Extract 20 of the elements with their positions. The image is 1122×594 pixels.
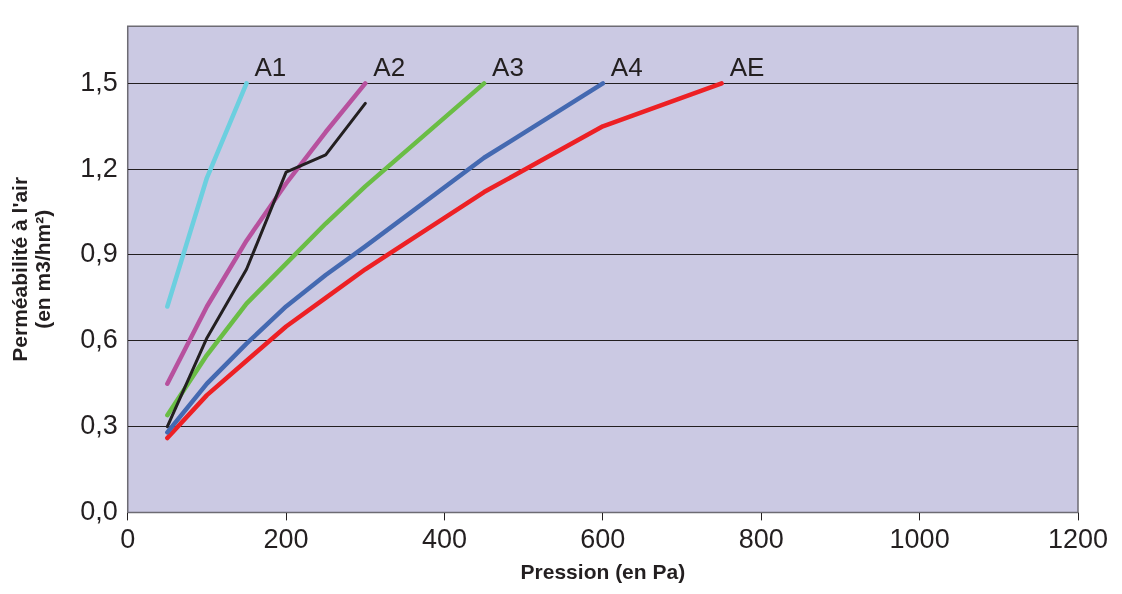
series-label: A1 — [254, 51, 287, 82]
series-label: A4 — [610, 51, 643, 82]
y-tick-label: 1,5 — [80, 66, 118, 97]
y-tick-label: 0,6 — [80, 324, 118, 355]
y-tick-label: 0,3 — [80, 410, 118, 441]
y-tick-label: 0,9 — [80, 238, 118, 269]
x-tick-label: 200 — [263, 524, 309, 555]
y-tick-label: 1,2 — [80, 152, 118, 183]
x-tick-label: 0 — [120, 524, 136, 555]
series-label: AE — [729, 51, 765, 82]
x-tick-label: 400 — [421, 524, 468, 555]
x-tick-label: 600 — [580, 524, 626, 555]
x-tick-label: 1200 — [1047, 524, 1109, 555]
series-label: A2 — [373, 51, 406, 82]
y-tick-label: 0,0 — [80, 495, 118, 526]
x-axis-title: Pression (en Pa) — [520, 560, 686, 584]
x-tick-label: 800 — [738, 524, 784, 555]
x-tick-label: 1000 — [889, 524, 950, 555]
y-axis-title: Perméabilité à l'air (en m3/hm²) — [8, 176, 55, 362]
series-label: A3 — [492, 51, 524, 82]
